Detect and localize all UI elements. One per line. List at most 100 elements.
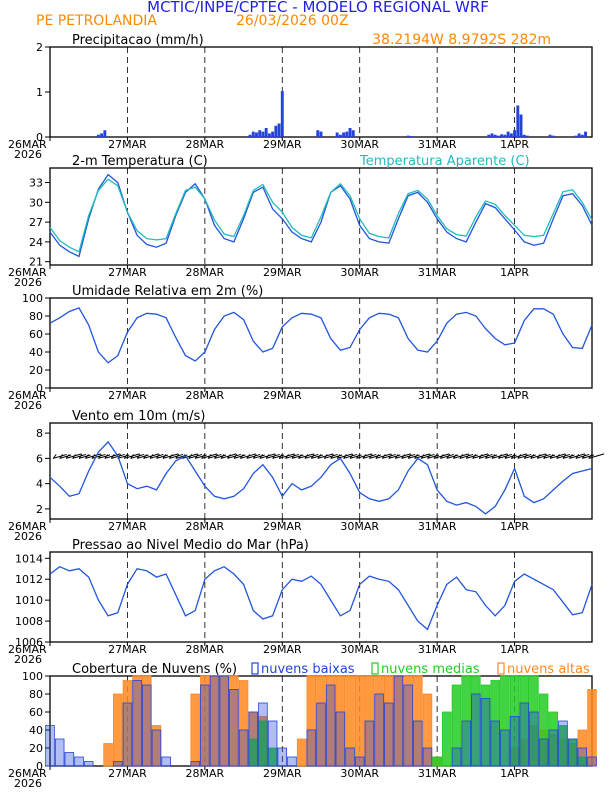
precip-bar [519, 114, 523, 137]
series-line-humidity [49, 307, 593, 364]
cloud-bar-low [277, 747, 288, 767]
precip-bar [580, 134, 584, 137]
cloud-bar-high [587, 689, 597, 767]
cloud-bar-low [161, 756, 171, 767]
series-line-apparent [49, 178, 593, 253]
precip-bar [319, 131, 323, 137]
wind-vector [91, 453, 106, 459]
cloud-bar-low [480, 698, 491, 767]
wind-vector-barb [278, 454, 283, 459]
wind-vector-barb [207, 454, 212, 459]
wind-vector-barb [91, 454, 96, 459]
x-tick-label: 30MAR [340, 138, 379, 151]
cloud-bar-low [567, 738, 578, 767]
wind-vector-barb [356, 454, 360, 459]
wind-vector-barb [265, 454, 270, 459]
wind-vector [214, 454, 227, 459]
wind-vector [504, 454, 517, 459]
wind-vector [266, 453, 280, 459]
wind-vector [188, 453, 203, 459]
legend-label-high: nuvens altas [507, 662, 590, 677]
legend-label-low: nuvens baixas [261, 662, 355, 677]
cloud-bar-low [151, 729, 162, 767]
wind-vector [330, 454, 343, 459]
wind-vector-barb [130, 454, 135, 459]
x-tick-label: 1APR [500, 266, 529, 279]
wind-vector-barb [368, 454, 373, 459]
x-tick-label: 1APR [500, 643, 529, 656]
cloud-bar-low [451, 747, 462, 767]
cloud-bar-low [529, 711, 539, 767]
y-tick-label: 0 [36, 760, 43, 773]
cloud-bar-low [383, 702, 394, 767]
precip-bar [493, 134, 497, 137]
panel-title-clouds: Cobertura de Nuvens (%) [72, 662, 237, 677]
wind-vector [59, 454, 72, 459]
wind-vector-barb [123, 454, 128, 459]
wind-vector-barb [97, 454, 102, 459]
x-tick-label: 27MAR [108, 389, 147, 402]
y-tick-label: 30 [29, 196, 43, 209]
cloud-bar-low [490, 720, 500, 767]
cloud-bar-low [519, 702, 530, 767]
x-tick-label: 1APR [500, 520, 529, 533]
cloud-bar-high [296, 738, 307, 767]
wind-vector [156, 454, 169, 459]
wind-vector-barb [110, 454, 115, 459]
precip-bar [577, 133, 581, 137]
y-tick-label: 1014 [15, 552, 43, 565]
wind-vector-barb [388, 454, 393, 459]
cloud-bar-low [316, 702, 326, 767]
wind-vector [227, 453, 242, 459]
wind-vector-barb [291, 454, 296, 459]
x-tick-label: 28MAR [186, 389, 225, 402]
y-tick-label: 33 [29, 177, 43, 190]
x-tick-label: 31MAR [418, 138, 457, 151]
wind-vector-barb [543, 454, 548, 459]
cloud-bar-low [548, 729, 559, 767]
wind-vector [362, 453, 377, 459]
wind-vector-barb [52, 454, 57, 459]
panel-frame-pressure [49, 551, 593, 643]
cloud-bar-low [267, 720, 278, 767]
wind-vector [420, 453, 435, 459]
x-year-label: 2026 [14, 148, 42, 161]
panel-title-pressure: Pressao ao Nivel Medio do Mar (hPa) [72, 538, 309, 553]
temp-legend: Temperatura Aparente (C) [359, 154, 530, 169]
wind-vector [285, 453, 300, 459]
y-tick-label: 1012 [15, 573, 43, 586]
wind-vector-barb [246, 454, 251, 459]
wind-vector-barb [407, 454, 412, 459]
wind-vector [537, 453, 551, 459]
precip-bar [551, 135, 555, 137]
wind-vector-barb [72, 454, 76, 459]
precip-bar [264, 128, 268, 137]
cloud-bar-low [122, 702, 133, 767]
precip-bar [516, 105, 520, 137]
wind-vector-barb [491, 454, 496, 459]
wind-vector-barb [517, 454, 522, 459]
cloud-bar-low [422, 747, 433, 767]
wind-vector-barb [272, 454, 277, 459]
precip-bar [496, 135, 500, 137]
cloud-bar-low [142, 684, 152, 767]
cloud-bar-low [354, 756, 365, 767]
precip-bar [574, 135, 578, 137]
y-tick-label: 60 [29, 328, 43, 341]
x-tick-label: 26MAR [8, 520, 47, 533]
wind-vector [556, 453, 571, 459]
header-run: 26/03/2026 00Z [236, 13, 349, 29]
x-tick-label: 1APR [500, 767, 529, 780]
cloud-bar-low [577, 747, 588, 767]
cloud-bar-low [306, 729, 317, 767]
wind-vector [401, 453, 416, 459]
wind-vector-barb [530, 454, 535, 459]
wind-vector-barb [310, 454, 315, 459]
wind-vector-barb [581, 454, 586, 459]
wind-vector [149, 453, 164, 459]
wind-vector [440, 453, 454, 459]
cloud-bar-high [354, 675, 365, 767]
wind-vector [78, 454, 91, 459]
cloud-bar-low [229, 689, 239, 767]
x-tick-label: 31MAR [418, 520, 457, 533]
